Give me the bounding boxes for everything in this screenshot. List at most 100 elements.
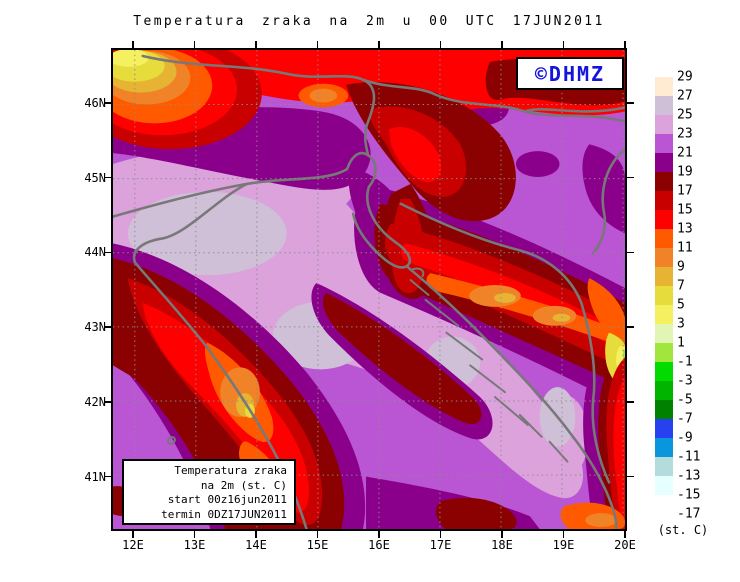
legend-swatch: [655, 286, 673, 305]
legend-tick-label: 13: [677, 221, 693, 237]
legend-swatch: [655, 438, 673, 457]
axis-tick: [501, 531, 503, 538]
legend-tick-label: 21: [677, 145, 693, 161]
legend-tick-label: -5: [677, 392, 693, 408]
legend-swatch: [655, 248, 673, 267]
axis-tick: [104, 176, 111, 179]
lon-tick-label: 13E: [183, 538, 206, 552]
axis-tick: [627, 102, 634, 104]
axis-tick: [104, 401, 111, 403]
lat-tick-label: 45N: [84, 170, 106, 185]
axis-tick: [627, 251, 634, 254]
axis-tick: [562, 41, 565, 48]
legend-swatch: [655, 172, 673, 191]
axis-tick: [439, 41, 442, 48]
dhmz-logo: ©DHMZ: [516, 57, 624, 90]
axis-tick: [104, 475, 111, 478]
legend-tick-label: 23: [677, 126, 693, 142]
info-line-2: na 2m (st. C): [200, 478, 287, 492]
axis-tick: [104, 251, 111, 254]
legend-swatch: [655, 362, 673, 381]
legend-tick-label: -9: [677, 430, 693, 446]
legend-swatch: [655, 77, 673, 96]
axis-tick: [439, 531, 442, 538]
lat-tick-label: 43N: [84, 320, 106, 335]
axis-tick: [193, 531, 196, 538]
info-line-1: Temperatura zraka: [174, 464, 287, 477]
info-box: Temperatura zraka na 2m (st. C) start 00…: [122, 459, 296, 525]
legend-swatch: [655, 400, 673, 419]
axis-tick: [627, 475, 634, 478]
axis-tick: [378, 531, 380, 538]
legend-tick-label: -1: [677, 354, 693, 370]
lat-tick-label: 41N: [84, 469, 106, 484]
axis-tick: [378, 41, 380, 48]
legend-swatch: [655, 343, 673, 362]
legend-tick-label: -7: [677, 411, 693, 427]
axis-tick: [624, 531, 626, 538]
legend-tick-label: 27: [677, 88, 693, 104]
legend-tick-label: 5: [677, 297, 685, 313]
lon-tick-label: 15E: [306, 538, 329, 552]
legend-tick-label: -3: [677, 373, 693, 389]
axis-tick: [627, 176, 634, 179]
lat-tick-label: 42N: [84, 394, 106, 409]
axis-tick: [316, 41, 319, 48]
legend-tick-label: 3: [677, 316, 685, 332]
legend-swatch: [655, 457, 673, 476]
legend-unit-label: (st. C): [657, 523, 709, 537]
axis-tick: [104, 102, 111, 104]
axis-tick: [627, 401, 634, 403]
dhmz-logo-text: ©DHMZ: [534, 61, 606, 86]
legend-swatch: [655, 495, 673, 514]
lon-tick-label: 20E: [614, 538, 636, 552]
legend-tick-label: 9: [677, 259, 685, 275]
lon-tick-label: 19E: [552, 538, 575, 552]
legend-swatch: [655, 381, 673, 400]
lon-tick-label: 18E: [491, 538, 513, 552]
legend-tick-label: 7: [677, 278, 685, 294]
legend-swatch: [655, 96, 673, 115]
axis-tick: [132, 41, 134, 48]
lon-tick-label: 12E: [122, 538, 144, 552]
legend-tick-label: -15: [677, 487, 701, 503]
axis-tick: [562, 531, 565, 538]
legend-tick-label: 25: [677, 107, 693, 123]
legend-tick-label: -11: [677, 449, 701, 465]
axis-tick: [627, 326, 634, 328]
legend-swatch: [655, 324, 673, 343]
lon-tick-label: 14E: [245, 538, 267, 552]
lat-tick-label: 44N: [84, 245, 106, 260]
axis-tick: [132, 531, 134, 538]
axis-tick: [193, 41, 196, 48]
legend-tick-label: 17: [677, 183, 693, 199]
axis-tick: [104, 326, 111, 328]
info-line-3: start 00z16jun2011: [167, 493, 287, 506]
legend-tick-label: 11: [677, 240, 693, 256]
page-title: Temperatura zraka na 2m u 00 UTC 17JUN20…: [133, 14, 605, 29]
coastline-borders: [113, 54, 625, 529]
islands: [167, 267, 569, 463]
legend-swatch: [655, 229, 673, 248]
legend-tick-label: 1: [677, 335, 685, 351]
legend-swatch: [655, 419, 673, 438]
legend-tick-label: 29: [677, 69, 693, 85]
legend-swatch: [655, 153, 673, 172]
legend-swatch: [655, 134, 673, 153]
legend-swatch: [655, 305, 673, 324]
axis-tick: [255, 41, 257, 48]
map-plot-area: [111, 48, 627, 531]
legend-swatch: [655, 210, 673, 229]
legend-swatch: [655, 267, 673, 286]
axis-tick: [255, 531, 257, 538]
legend-swatch: [655, 476, 673, 495]
axis-tick: [624, 41, 626, 48]
legend-tick-label: 15: [677, 202, 693, 218]
lon-tick-label: 17E: [429, 538, 452, 552]
lat-tick-label: 46N: [84, 96, 106, 110]
lon-tick-label: 16E: [368, 538, 390, 552]
legend-tick-label: -17: [677, 506, 701, 522]
temperature-map: [113, 50, 625, 529]
info-line-4: termin 0DZ17JUN2011: [161, 507, 287, 521]
